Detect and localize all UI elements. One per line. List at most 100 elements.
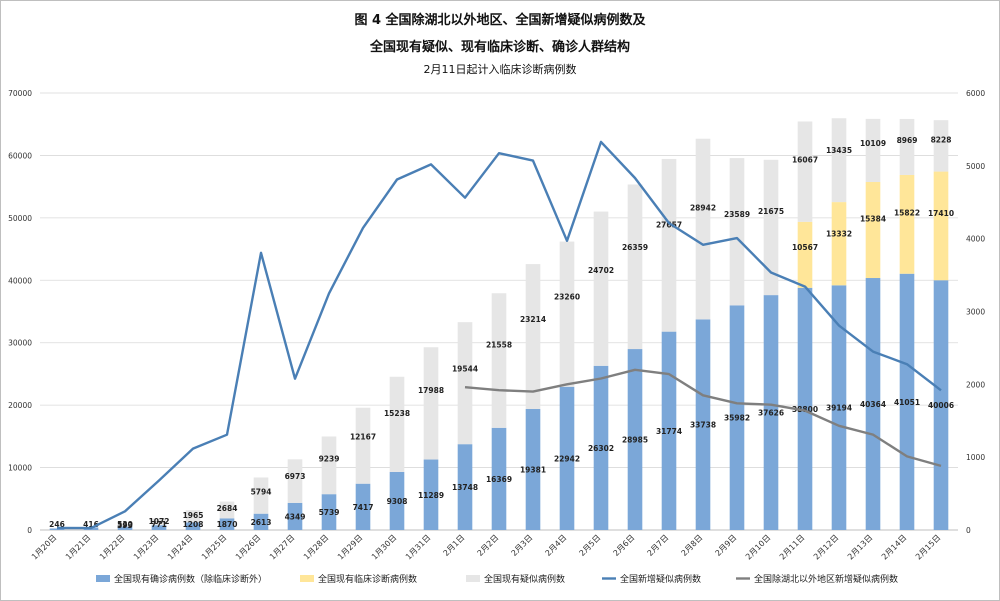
- y-right-tick-label: 1000: [966, 453, 985, 462]
- line-outside-hubei-new-suspected: [464, 368, 942, 468]
- data-label: 23214: [520, 315, 546, 324]
- data-label: 1072: [149, 517, 170, 526]
- bar-clinical: [899, 174, 915, 274]
- y-left-tick-label: 40000: [8, 276, 32, 285]
- bar-confirmed: [423, 459, 439, 530]
- data-label: 416: [83, 520, 99, 529]
- bar-suspected: [219, 501, 235, 519]
- data-label: 23260: [554, 293, 580, 302]
- x-tick-label: 2月2日: [476, 533, 501, 558]
- x-tick-label: 1月21日: [64, 533, 92, 561]
- bar-suspected: [593, 211, 609, 366]
- x-tick-label: 2月15日: [914, 533, 942, 561]
- x-tick-label: 1月27日: [268, 533, 296, 561]
- data-label: 12167: [350, 433, 376, 442]
- bar-clinical: [831, 202, 847, 286]
- bar-confirmed: [661, 331, 677, 530]
- x-tick-label: 2月6日: [612, 533, 637, 558]
- bar-confirmed: [151, 525, 167, 530]
- bar-confirmed: [321, 494, 337, 530]
- data-label: 2613: [251, 518, 272, 527]
- x-tick-label: 2月8日: [680, 533, 705, 558]
- bar-suspected: [627, 184, 643, 350]
- x-tick-label: 2月5日: [578, 533, 603, 558]
- data-label: 16067: [792, 156, 818, 165]
- x-tick-label: 1月25日: [200, 533, 228, 561]
- y-right-tick-label: 3000: [966, 308, 985, 317]
- bar-confirmed: [831, 285, 847, 530]
- y-left-tick-label: 60000: [8, 151, 32, 160]
- data-label: 24702: [588, 266, 614, 275]
- chart-title-line-2: 全国现有疑似、现有临床诊断、确诊人群结构: [369, 40, 630, 55]
- x-tick-label: 2月9日: [714, 533, 739, 558]
- data-label: 41051: [894, 398, 920, 407]
- data-label: 27657: [656, 221, 682, 230]
- x-tick-label: 2月1日: [442, 533, 467, 558]
- data-label: 21675: [758, 207, 784, 216]
- bar-suspected: [933, 120, 949, 172]
- data-label: 2684: [217, 504, 238, 513]
- y-right-tick-label: 5000: [966, 162, 985, 171]
- data-label: 26359: [622, 243, 648, 252]
- bar-suspected: [831, 118, 847, 203]
- legend-swatch: [466, 575, 480, 582]
- bar-confirmed: [593, 365, 609, 530]
- y-left-tick-label: 10000: [8, 464, 32, 473]
- bar-suspected: [525, 264, 541, 410]
- bar-suspected: [423, 347, 439, 460]
- bar-confirmed: [627, 349, 643, 530]
- data-label: 16369: [486, 475, 512, 484]
- bar-confirmed: [797, 287, 813, 530]
- bar-confirmed: [491, 427, 507, 530]
- bar-confirmed: [899, 273, 915, 530]
- bar-confirmed: [219, 518, 235, 530]
- chart-title: 图 4 全国除湖北以外地区、全国新增疑似病例数及: [354, 13, 646, 28]
- data-label: 8228: [931, 136, 952, 145]
- x-tick-label: 2月4日: [544, 533, 569, 558]
- bar-confirmed: [729, 305, 745, 530]
- line-national-new-suspected: [56, 140, 942, 530]
- bar-suspected: [253, 477, 269, 514]
- x-tick-label: 1月30日: [370, 533, 398, 561]
- bar-suspected: [763, 159, 779, 296]
- y-left-tick-label: 50000: [8, 214, 32, 223]
- data-label: 19544: [452, 365, 478, 374]
- data-label: 40006: [928, 401, 954, 410]
- bar-suspected: [151, 518, 167, 526]
- data-label: 23589: [724, 210, 750, 219]
- bar-confirmed: [559, 386, 575, 530]
- data-label: 771: [151, 520, 167, 529]
- x-tick-label: 1月28日: [302, 533, 330, 561]
- bar-confirmed: [763, 295, 779, 530]
- data-label: 19381: [520, 466, 546, 475]
- data-label: 13435: [826, 146, 852, 155]
- data-label: 13748: [452, 483, 478, 492]
- y-right-tick-label: 6000: [966, 89, 985, 98]
- data-label: 31774: [656, 427, 682, 436]
- data-label: 39194: [826, 404, 852, 413]
- data-label: 21558: [486, 340, 512, 349]
- bar-suspected: [899, 118, 915, 175]
- bar-confirmed: [287, 502, 303, 530]
- bar-suspected: [797, 121, 813, 222]
- data-label: 11289: [418, 491, 444, 500]
- data-label: 530: [117, 520, 133, 529]
- bar-suspected: [117, 524, 133, 527]
- bar-confirmed: [865, 278, 881, 530]
- bar-confirmed: [389, 471, 405, 530]
- data-label: 17988: [418, 386, 444, 395]
- bar-clinical: [933, 171, 949, 281]
- legend-label: 全国除湖北以外地区新增疑似病例数: [754, 573, 898, 585]
- bar-suspected: [389, 376, 405, 472]
- data-label: 9239: [319, 454, 340, 463]
- bar-confirmed: [253, 513, 269, 530]
- data-label: 28942: [690, 203, 716, 212]
- data-label: 33738: [690, 421, 716, 430]
- data-label: 22942: [554, 454, 580, 463]
- bar-suspected: [559, 241, 575, 387]
- x-tick-label: 2月13日: [846, 533, 874, 561]
- bar-suspected: [491, 293, 507, 428]
- bar-confirmed: [185, 522, 201, 530]
- y-left-tick-label: 30000: [8, 339, 32, 348]
- data-label: 8969: [897, 136, 918, 145]
